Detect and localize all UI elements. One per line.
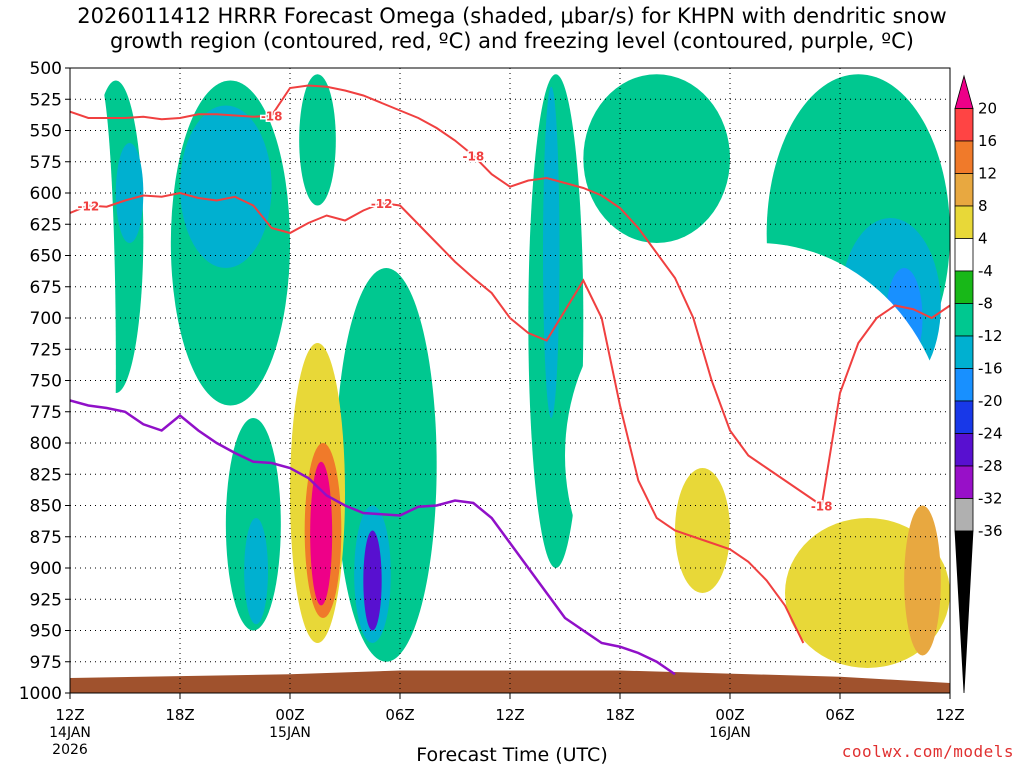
y-tick-label-500: 500 [30, 59, 62, 79]
y-tick-label-875: 875 [30, 528, 62, 548]
colorbar-label-4: 4 [978, 230, 988, 248]
grid-lines [70, 68, 950, 693]
y-tick-label-650: 650 [30, 247, 62, 267]
colorbar-label-3: 8 [978, 197, 988, 215]
x-tick-label-1: 18Z [165, 706, 194, 724]
omega-region-25 [904, 505, 941, 656]
omega-region-12 [583, 74, 731, 243]
omega-region-21 [464, 80, 520, 643]
colorbar-label-0: 20 [978, 100, 997, 118]
contour-label-1-0: -18 [261, 110, 283, 124]
x-tick-date-0: 14JAN [49, 725, 91, 741]
colorbar-swatch-1 [954, 108, 974, 142]
colorbar-label-11: -28 [978, 457, 1003, 475]
contour-label-1-1: -18 [462, 150, 484, 164]
y-tick-label-600: 600 [30, 184, 62, 204]
colorbar-swatch-4 [954, 205, 974, 239]
y-tick-label-775: 775 [30, 403, 62, 423]
x-tick-label-5: 18Z [605, 706, 634, 724]
y-tick-label-950: 950 [30, 622, 62, 642]
x-tick-label-2: 00Z [275, 706, 304, 724]
colorbar-label-2: 12 [978, 165, 997, 183]
x-tick-label-6: 00Z [715, 706, 744, 724]
colorbar-swatch-11 [954, 433, 974, 467]
omega-region-6 [244, 518, 268, 625]
contour-label-1-2: -18 [811, 500, 833, 514]
colorbar-label-1: 16 [978, 132, 997, 150]
y-tick-label-550: 550 [30, 122, 62, 142]
contour-series-0 [70, 191, 805, 644]
y-tick-label-750: 750 [30, 372, 62, 392]
x-axis-label: Forecast Time (UTC) [416, 744, 608, 766]
omega-region-9 [363, 530, 382, 631]
credit-link[interactable]: coolwx.com/models [841, 742, 1014, 761]
y-tick-label-800: 800 [30, 434, 62, 454]
x-tick-date-6: 16JAN [709, 725, 751, 741]
colorbar-swatch-13 [954, 498, 974, 532]
y-tick-label-575: 575 [30, 153, 62, 173]
colorbar: 20 16 12 8 4 -4 -8 -12 -16 -20 -24 -28 -32 -36 [954, 74, 1003, 694]
y-tick-label-725: 725 [30, 340, 62, 360]
colorbar-swatch-12 [954, 465, 974, 499]
x-tick-date-2: 15JAN [269, 725, 311, 741]
y-tick-label-850: 850 [30, 497, 62, 517]
contour-series-2 [70, 399, 676, 676]
contour-label-0-1: -12 [371, 197, 393, 211]
colorbar-swatch-14 [954, 530, 974, 694]
chart-title: 2026011412 HRRR Forecast Omega (shaded, … [77, 4, 947, 53]
contour-series-1 [70, 84, 950, 508]
omega-region-4 [299, 74, 336, 206]
colorbar-label-7: -12 [978, 327, 1003, 345]
terrain-surface [70, 670, 950, 693]
colorbar-label-8: -16 [978, 360, 1003, 378]
colorbar-swatch-6 [954, 270, 974, 304]
omega-region-3 [180, 105, 272, 268]
colorbar-swatch-0 [954, 74, 974, 109]
colorbar-swatch-7 [954, 303, 974, 337]
omega-region-11 [543, 86, 560, 418]
terrain-layer [70, 670, 950, 693]
y-tick-label-625: 625 [30, 215, 62, 235]
omega-region-20 [310, 461, 333, 606]
x-tick-label-4: 12Z [495, 706, 524, 724]
colorbar-label-6: -8 [978, 295, 993, 313]
y-tick-label-525: 525 [30, 90, 62, 110]
colorbar-swatch-8 [954, 335, 974, 369]
y-tick-label-925: 925 [30, 590, 62, 610]
y-tick-label-900: 900 [30, 559, 62, 579]
colorbar-swatch-10 [954, 400, 974, 434]
omega-region-1 [115, 143, 144, 243]
x-tick-label-0: 12Z [55, 706, 84, 724]
colorbar-label-9: -20 [978, 392, 1003, 410]
y-axis: 500 525 550 575 600 625 650 675 700 725 750 775 800 8… [19, 59, 70, 704]
colorbar-swatch-3 [954, 173, 974, 207]
y-tick-label-1000: 1000 [19, 684, 62, 704]
colorbar-swatch-5 [954, 238, 974, 272]
contour-lines: -12 -12 -18 -18 -18 [70, 84, 950, 676]
x-tick-label-3: 06Z [385, 706, 414, 724]
omega-region-17 [79, 74, 116, 656]
contour-label-0-0: -12 [77, 200, 99, 214]
colorbar-label-12: -32 [978, 490, 1003, 508]
colorbar-label-13: -36 [978, 522, 1003, 540]
colorbar-label-10: -24 [978, 425, 1003, 443]
x-tick-year-0: 2026 [52, 742, 88, 758]
x-tick-label-7: 06Z [825, 706, 854, 724]
colorbar-label-5: -4 [978, 262, 993, 280]
colorbar-swatch-2 [954, 140, 974, 174]
y-tick-label-975: 975 [30, 653, 62, 673]
omega-shading [79, 74, 950, 668]
x-tick-label-8: 12Z [935, 706, 964, 724]
omega-region-23 [675, 468, 730, 593]
colorbar-swatch-9 [954, 368, 974, 402]
y-tick-label-700: 700 [30, 309, 62, 329]
y-tick-label-825: 825 [30, 465, 62, 485]
y-tick-label-675: 675 [30, 278, 62, 298]
